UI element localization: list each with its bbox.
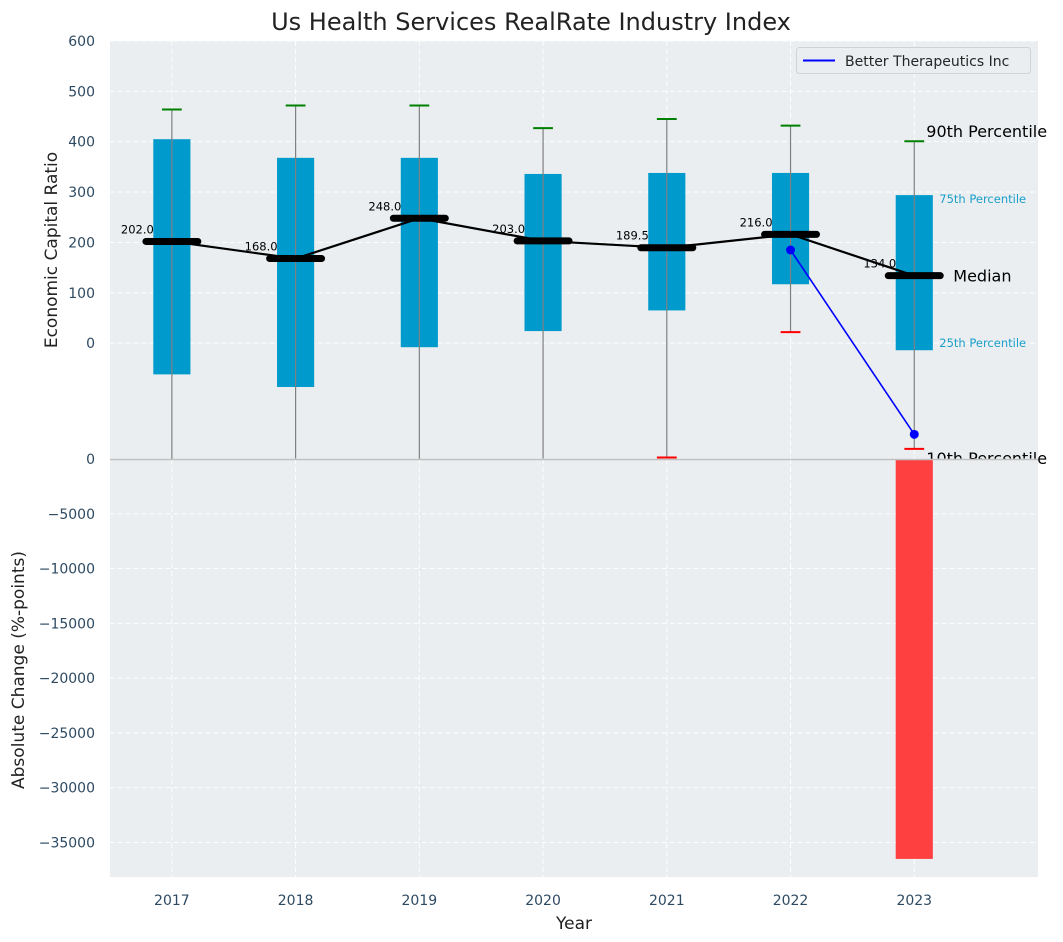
legend-label: Better Therapeutics Inc [845, 54, 1009, 70]
bottom-y-tick-label: −20000 [39, 671, 95, 687]
x-tick-label: 2023 [896, 893, 932, 909]
x-tick-label: 2019 [402, 893, 438, 909]
bottom-y-tick-label: −35000 [39, 835, 95, 851]
top-y-tick-label: 200 [68, 235, 95, 251]
bottom-y-ticks: 0 −5000 −10000 −15000 −20000 −25000 −30000 −350… [39, 452, 95, 851]
top-y-tick-label: 0 [86, 336, 95, 352]
bar-marks [895, 459, 933, 859]
x-tick-label: 2017 [154, 893, 190, 909]
annotation-75th: 75th Percentile [939, 192, 1026, 206]
median-value-label: 248.0 [368, 199, 401, 213]
bottom-y-tick-label: −30000 [39, 781, 95, 797]
top-y-tick-label: 100 [68, 286, 95, 302]
box-plot-marks: 202.0 168.0 248.0 203.0 189.5 216.0 134.0 [121, 104, 944, 459]
bottom-panel-background [110, 459, 1038, 877]
median-value-label: 203.0 [492, 222, 525, 236]
top-y-tick-label: 500 [68, 84, 95, 100]
median-value-label: 216.0 [740, 215, 773, 229]
annotation-median: Median [953, 267, 1011, 286]
company-point [786, 245, 796, 255]
bottom-y-tick-label: −25000 [39, 726, 95, 742]
annotation-90th: 90th Percentile [926, 122, 1047, 141]
top-y-tick-label: 300 [68, 185, 95, 201]
x-tick-label: 2020 [525, 893, 561, 909]
median-value-label: 202.0 [121, 222, 154, 236]
chart-title: Us Health Services RealRate Industry Ind… [271, 8, 791, 36]
change-bar [895, 459, 933, 859]
legend-box [796, 47, 1031, 74]
bottom-y-tick-label: −10000 [39, 562, 95, 578]
top-y-tick-label: 400 [68, 135, 95, 151]
x-tick-label: 2018 [278, 893, 314, 909]
bottom-y-tick-label: −5000 [48, 507, 95, 523]
legend: Better Therapeutics Inc [796, 47, 1031, 74]
company-line [789, 249, 915, 435]
x-axis-label: Year [555, 914, 592, 934]
bottom-y-axis-label: Absolute Change (%-points) [9, 551, 29, 789]
top-y-tick-label: 600 [68, 34, 95, 50]
x-tick-label: 2021 [649, 893, 685, 909]
median-value-label: 189.5 [616, 229, 649, 243]
x-tick-label: 2022 [773, 893, 809, 909]
annotation-25th: 25th Percentile [939, 336, 1026, 350]
top-panel: 0 100 200 300 400 500 600 202.0 168.0 248.0 203.0… [42, 34, 1047, 468]
median-value-label: 168.0 [245, 240, 278, 254]
bottom-panel: 0 −5000 −10000 −15000 −20000 −25000 −30000 −350… [9, 452, 1038, 934]
company-point [909, 429, 919, 439]
median-value-label: 134.0 [863, 257, 896, 271]
top-y-ticks: 0 100 200 300 400 500 600 [68, 34, 95, 352]
top-y-axis-label: Economic Capital Ratio [42, 152, 62, 348]
bottom-y-tick-label: 0 [86, 452, 95, 468]
bottom-y-tick-label: −15000 [39, 616, 95, 632]
x-tick-labels: 2017 2018 2019 2020 2021 2022 2023 [154, 893, 932, 909]
